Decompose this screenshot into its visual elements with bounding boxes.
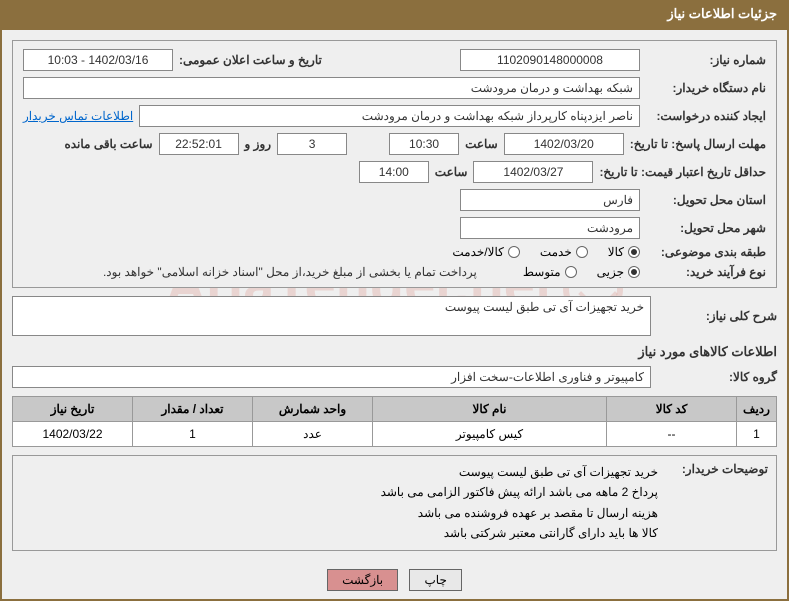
announce-date-label: تاریخ و ساعت اعلان عمومی: [179,53,322,67]
col-row: ردیف [737,397,777,422]
cell-unit: عدد [253,422,373,447]
radio-icon [576,246,588,258]
countdown-field: 22:52:01 [159,133,239,155]
radio-partial[interactable]: جزیی [597,265,640,279]
requester-label: ایجاد کننده درخواست: [646,109,766,123]
general-desc-label: شرح کلی نیاز: [657,309,777,323]
note-line: پرداخ 2 ماهه می باشد ارائه پیش فاکتور ال… [21,482,658,502]
price-hour-field: 14:00 [359,161,429,183]
radio-icon [508,246,520,258]
radio-icon [565,266,577,278]
delivery-province-label: استان محل تحویل: [646,193,766,207]
delivery-city-label: شهر محل تحویل: [646,221,766,235]
print-button[interactable]: چاپ [409,569,461,591]
hour-label-1: ساعت [465,137,498,151]
days-label: روز و [245,137,272,151]
radio-medium[interactable]: متوسط [523,265,577,279]
buyer-notes-label: توضیحات خریدار: [668,462,768,544]
need-number-field: 1102090148000008 [460,49,640,71]
contact-link[interactable]: اطلاعات تماس خریدار [23,109,133,123]
hour-label-2: ساعت [435,165,468,179]
col-date: تاریخ نیاز [13,397,133,422]
main-panel: شماره نیاز: 1102090148000008 تاریخ و ساع… [0,28,789,601]
col-name: نام کالا [373,397,607,422]
buyer-org-label: نام دستگاه خریدار: [646,81,766,95]
radio-goods-service[interactable]: کالا/خدمت [452,245,519,259]
col-unit: واحد شمارش [253,397,373,422]
cell-code: -- [607,422,737,447]
need-number-label: شماره نیاز: [646,53,766,67]
buyer-notes-box: توضیحات خریدار: خرید تجهیزات آی تی طبق ل… [12,455,777,551]
goods-group-field: کامپیوتر و فناوری اطلاعات-سخت افزار [12,366,651,388]
radio-icon [628,246,640,258]
reply-date-field: 1402/03/20 [504,133,624,155]
price-date-field: 1402/03/27 [473,161,593,183]
col-code: کد کالا [607,397,737,422]
col-qty: تعداد / مقدار [133,397,253,422]
payment-note: پرداخت تمام یا بخشی از مبلغ خرید،از محل … [103,265,477,279]
radio-icon [628,266,640,278]
announce-date-field: 1402/03/16 - 10:03 [23,49,173,71]
note-line: هزینه ارسال تا مقصد بر عهده فروشنده می ب… [21,503,658,523]
cell-row: 1 [737,422,777,447]
delivery-province-field: فارس [460,189,640,211]
form-details: شماره نیاز: 1102090148000008 تاریخ و ساع… [12,40,777,288]
cell-date: 1402/03/22 [13,422,133,447]
goods-info-title: اطلاعات کالاهای مورد نیاز [12,344,777,360]
table-header-row: ردیف کد کالا نام کالا واحد شمارش تعداد /… [13,397,777,422]
back-button[interactable]: بازگشت [327,569,398,591]
price-validity-label: حداقل تاریخ اعتبار قیمت: تا تاریخ: [599,165,766,179]
buyer-notes-content: خرید تجهیزات آی تی طبق لیست پیوست پرداخ … [21,462,658,544]
page-title: جزئیات اطلاعات نیاز [667,6,777,21]
delivery-city-field: مرودشت [460,217,640,239]
category-label: طبقه بندی موضوعی: [646,245,766,259]
cell-name: کیس کامپیوتر [373,422,607,447]
goods-group-label: گروه کالا: [657,370,777,384]
general-desc-field: خرید تجهیزات آی تی طبق لیست پیوست [12,296,651,336]
reply-hour-field: 10:30 [389,133,459,155]
cell-qty: 1 [133,422,253,447]
note-line: کالا ها باید دارای گارانتی معتبر شرکتی ب… [21,523,658,543]
page-header: جزئیات اطلاعات نیاز [0,0,789,28]
goods-table: ردیف کد کالا نام کالا واحد شمارش تعداد /… [12,396,777,447]
table-row: 1 -- کیس کامپیوتر عدد 1 1402/03/22 [13,422,777,447]
reply-deadline-label: مهلت ارسال پاسخ: تا تاریخ: [630,137,766,151]
note-line: خرید تجهیزات آی تی طبق لیست پیوست [21,462,658,482]
button-row: چاپ بازگشت [2,561,787,599]
days-remaining-field: 3 [277,133,347,155]
purchase-type-label: نوع فرآیند خرید: [646,265,766,279]
radio-goods[interactable]: کالا [608,245,640,259]
requester-field: ناصر ایزدپناه کارپرداز شبکه بهداشت و درم… [139,105,640,127]
buyer-org-field: شبکه بهداشت و درمان مرودشت [23,77,640,99]
remaining-label: ساعت باقی مانده [64,137,152,151]
radio-service[interactable]: خدمت [540,245,588,259]
